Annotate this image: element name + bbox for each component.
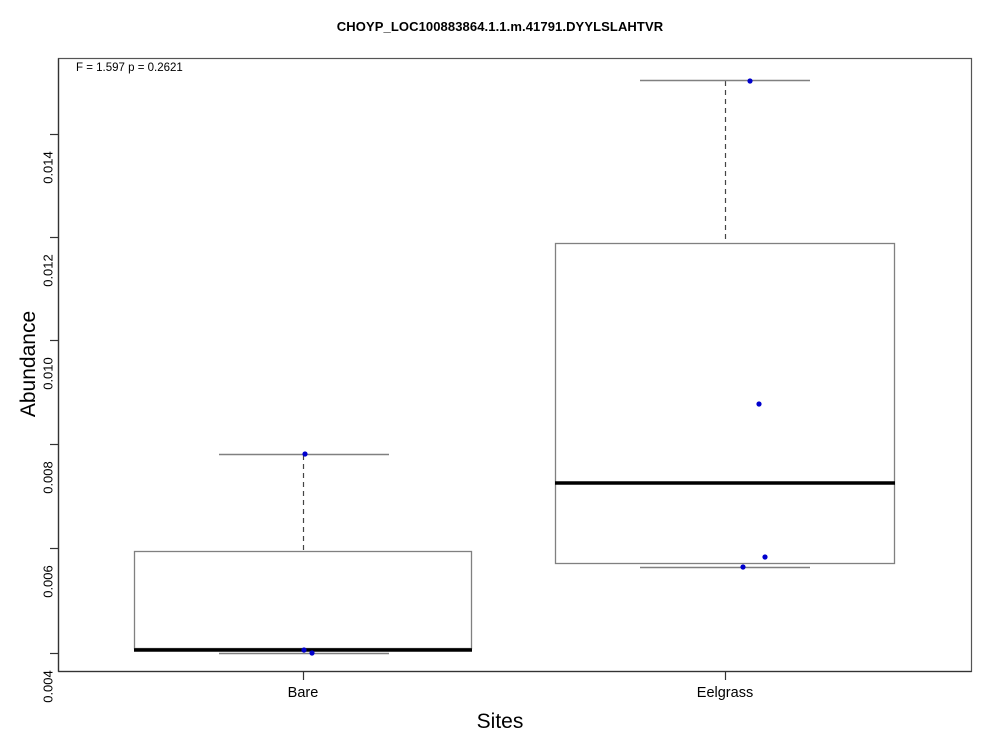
box-eelgrass: [554, 242, 896, 565]
box-bare: [133, 550, 473, 650]
data-point: [740, 564, 746, 570]
x-tick-label-bare: Bare: [287, 685, 319, 701]
data-point: [747, 78, 753, 84]
x-axis-title: Sites: [476, 710, 524, 733]
data-point: [301, 647, 307, 653]
data-point: [756, 401, 762, 407]
x-axis-ticks: [302, 672, 727, 680]
plot-title: CHOYP_LOC100883864.1.1.m.41791.DYYLSLAHT…: [336, 19, 664, 34]
x-tick-label-eelgrass: Eelgrass: [696, 685, 754, 701]
anova-stats-annotation: F = 1.597 p = 0.2621: [76, 62, 183, 74]
box-group-bare: [133, 451, 473, 656]
box-group-eelgrass: [554, 78, 896, 570]
y-axis-ticks: [50, 133, 58, 655]
data-point: [762, 554, 768, 560]
data-point: [302, 451, 308, 457]
data-point: [309, 650, 315, 656]
